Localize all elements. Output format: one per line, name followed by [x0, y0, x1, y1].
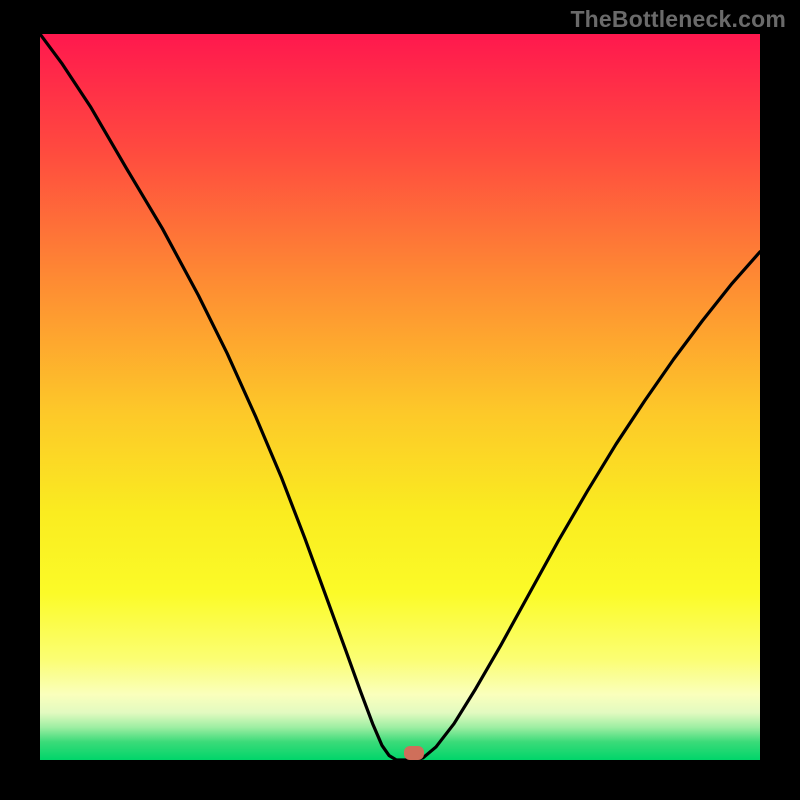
watermark-text: TheBottleneck.com — [570, 6, 786, 33]
chart-container: TheBottleneck.com — [0, 0, 800, 800]
plot-area — [40, 34, 760, 760]
bottleneck-curve — [40, 34, 760, 760]
minimum-marker — [404, 746, 424, 760]
curve-svg — [40, 34, 760, 760]
